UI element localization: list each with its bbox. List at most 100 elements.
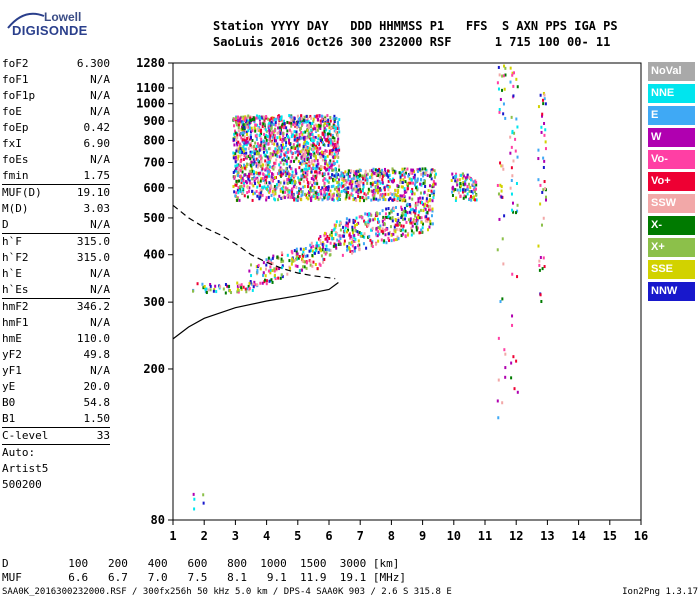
echo-point — [254, 129, 257, 133]
echo-point — [271, 137, 274, 141]
echo-point — [247, 284, 250, 288]
echo-point — [334, 146, 337, 150]
echo-point — [511, 323, 514, 327]
param-name: fxI — [2, 137, 22, 150]
echo-point — [511, 314, 514, 318]
echo-point — [288, 121, 291, 125]
logo-line2: DIGISONDE — [12, 23, 88, 38]
echo-point — [432, 183, 435, 187]
echo-point — [262, 122, 265, 126]
echo-point — [278, 183, 281, 187]
echo-point — [325, 244, 328, 248]
echo-point — [354, 239, 357, 243]
echo-point — [341, 174, 344, 178]
echo-point — [259, 179, 262, 183]
echo-point — [501, 74, 504, 78]
echo-point — [375, 211, 378, 215]
echo-point — [269, 184, 272, 188]
echo-point — [245, 181, 248, 185]
echo-point — [251, 198, 254, 202]
echo-point — [242, 133, 245, 137]
echo-point — [372, 171, 375, 175]
echo-point — [472, 182, 475, 186]
echo-point — [515, 181, 518, 185]
echo-point — [263, 181, 266, 185]
echo-point — [362, 183, 365, 187]
echo-point — [355, 177, 358, 181]
echo-point — [414, 204, 417, 208]
echo-point — [295, 185, 298, 189]
echo-point — [355, 222, 358, 226]
echo-point — [298, 166, 301, 170]
echo-point — [354, 219, 357, 223]
echo-point — [268, 174, 271, 178]
echo-point — [368, 212, 371, 216]
echo-point — [261, 144, 264, 148]
echo-point — [395, 194, 398, 198]
echo-point — [295, 120, 298, 124]
echo-point — [275, 139, 278, 143]
echo-point — [280, 125, 283, 129]
echo-point — [285, 161, 288, 165]
legend-item: X+ — [648, 238, 695, 257]
echo-point — [387, 232, 390, 236]
echo-point — [318, 152, 321, 156]
echo-point — [430, 191, 433, 195]
echo-point — [379, 173, 382, 177]
echo-point — [296, 114, 299, 118]
echo-point — [263, 185, 266, 189]
echo-point — [302, 254, 305, 258]
param-value: 346.2 — [76, 300, 110, 313]
echo-point — [209, 284, 212, 288]
echo-point — [371, 244, 374, 248]
echo-point — [233, 169, 236, 173]
echo-point — [291, 155, 294, 159]
echo-point — [270, 116, 273, 120]
echo-point — [253, 160, 256, 164]
echo-point — [268, 260, 271, 264]
y-tick-label: 200 — [143, 362, 165, 376]
echo-point — [375, 226, 378, 230]
echo-point — [337, 144, 340, 148]
echo-point — [240, 287, 243, 291]
echo-point — [462, 182, 465, 186]
x-tick-label: 6 — [325, 529, 332, 543]
echo-point — [311, 159, 314, 163]
echo-point — [455, 196, 458, 200]
echo-point — [235, 167, 238, 171]
profile-solid-line — [172, 282, 339, 340]
echo-point — [286, 135, 289, 139]
echo-point — [296, 126, 299, 130]
echo-point — [251, 150, 254, 154]
echo-point — [465, 177, 468, 181]
y-tick-label: 300 — [143, 295, 165, 309]
echo-point — [296, 198, 299, 202]
echo-point — [341, 234, 344, 238]
echo-point — [358, 248, 361, 252]
echo-point — [354, 229, 357, 233]
echo-point — [339, 193, 342, 197]
echo-point — [345, 190, 348, 194]
echo-point — [468, 189, 471, 193]
echo-point — [344, 226, 347, 230]
echo-point — [246, 132, 249, 136]
echo-point — [344, 183, 347, 187]
echo-point — [515, 211, 518, 215]
echo-point — [451, 172, 454, 176]
echo-point — [359, 173, 362, 177]
echo-point — [411, 187, 414, 191]
param-name: M(D) — [2, 202, 29, 215]
echo-point — [237, 115, 240, 119]
echo-point — [422, 174, 425, 178]
param-value: 49.8 — [83, 348, 111, 361]
echo-point — [278, 267, 281, 271]
echo-point — [299, 161, 302, 165]
echo-point — [306, 254, 309, 258]
echo-point — [407, 181, 410, 185]
echo-point — [309, 243, 312, 247]
echo-point — [396, 221, 399, 225]
echo-point — [415, 186, 418, 190]
echo-point — [409, 204, 412, 208]
echo-point — [351, 228, 354, 232]
echo-point — [462, 196, 465, 200]
